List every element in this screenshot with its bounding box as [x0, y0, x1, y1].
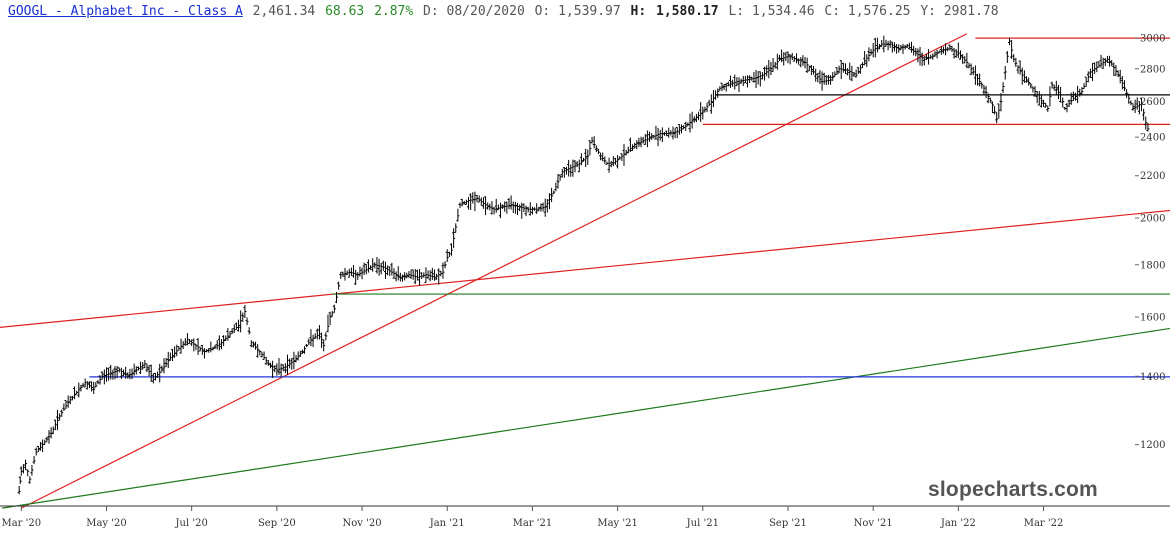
x-tick-label: Mar '21 — [513, 518, 553, 529]
y-tick-label: 1600 — [1140, 313, 1165, 324]
chart-header: GOOGL - Alphabet Inc - Class A 2,461.34 … — [8, 4, 1001, 22]
x-tick-label: Mar '20 — [1, 518, 41, 529]
x-tick-label: May '21 — [597, 518, 638, 529]
x-tick-label: Nov '21 — [854, 518, 893, 529]
last-price: 2,461.34 — [252, 4, 316, 19]
open-readout: O: 1,539.97 — [534, 4, 621, 19]
y-tick-label: 2400 — [1140, 133, 1165, 144]
y-tick-label: 2000 — [1140, 214, 1165, 225]
x-axis-ticks: Mar '20 May '20 Jul '20 Sep '20 Nov '20 Jan '… — [1, 506, 1063, 529]
y-readout: Y: 2981.78 — [920, 4, 999, 19]
x-tick-label: Jan '21 — [429, 518, 465, 529]
change-value: 68.63 — [325, 4, 365, 19]
low-readout: L: 1,534.46 — [728, 4, 815, 19]
green-trendline — [2, 327, 1170, 509]
high-label: H: — [630, 4, 647, 19]
drawn-lines-layer — [0, 33, 1170, 509]
x-tick-label: Sep '21 — [769, 518, 807, 529]
y-axis-ticks: 3000 2800 2600 2400 2200 2000 1800 1600 1400 1200 — [1135, 34, 1165, 451]
y-tick-label: 2600 — [1140, 97, 1165, 108]
red-trendline — [0, 209, 1170, 329]
close-readout: C: 1,576.25 — [824, 4, 911, 19]
x-tick-label: May '20 — [86, 518, 127, 529]
change-percent: 2.87% — [374, 4, 414, 19]
y-tick-label: 1400 — [1140, 372, 1165, 383]
price-bars-layer — [17, 35, 1150, 495]
red-trendline — [21, 33, 968, 509]
y-tick-label: 2200 — [1140, 171, 1165, 182]
x-tick-label: Nov '20 — [343, 518, 382, 529]
x-tick-label: Jan '22 — [940, 518, 976, 529]
symbol-link[interactable]: GOOGL - Alphabet Inc - Class A — [8, 4, 243, 19]
y-tick-label: 1800 — [1140, 260, 1165, 271]
high-value: 1,580.17 — [656, 4, 719, 19]
x-tick-label: Sep '20 — [258, 518, 296, 529]
x-tick-label: Jul '20 — [175, 518, 208, 529]
y-tick-label: 1200 — [1140, 440, 1165, 451]
watermark: slopecharts.com — [928, 478, 1098, 501]
y-tick-label: 2800 — [1140, 64, 1165, 75]
x-tick-label: Mar '22 — [1024, 518, 1064, 529]
x-tick-label: Jul '21 — [686, 518, 719, 529]
date-readout: D: 08/20/2020 — [423, 4, 525, 19]
y-tick-label: 3000 — [1140, 34, 1165, 45]
